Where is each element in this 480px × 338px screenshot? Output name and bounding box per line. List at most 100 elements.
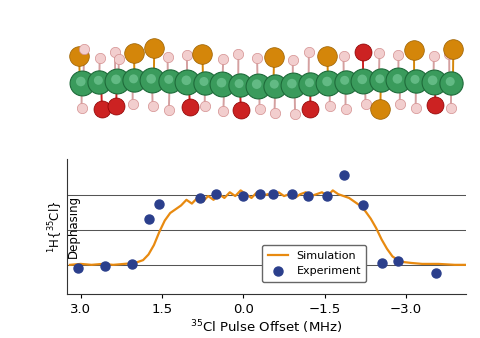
Simulation [238, 188, 243, 192]
Point [342, 79, 349, 84]
Point [449, 46, 457, 51]
Point [431, 103, 439, 108]
Point [359, 77, 366, 82]
Point [131, 78, 138, 83]
Point [201, 104, 209, 109]
Legend: Simulation, Experiment: Simulation, Experiment [262, 245, 366, 282]
Point [147, 76, 155, 81]
Point [376, 76, 384, 81]
Point [96, 79, 103, 84]
Experiment [394, 258, 402, 264]
Point [235, 81, 243, 86]
Point [307, 81, 314, 87]
Point [129, 101, 136, 106]
Point [307, 107, 314, 112]
Point [342, 106, 349, 112]
Experiment [213, 191, 220, 197]
Point [219, 56, 227, 62]
Point [447, 80, 455, 86]
Point [359, 49, 367, 54]
Point [412, 105, 420, 111]
Point [111, 49, 119, 54]
Point [165, 77, 173, 82]
Point [289, 82, 297, 88]
Point [236, 82, 244, 88]
Point [96, 55, 104, 61]
Point [270, 54, 278, 59]
Experiment [324, 193, 331, 199]
Point [326, 104, 334, 109]
Point [200, 79, 208, 84]
Simulation [281, 194, 287, 198]
Point [235, 52, 242, 57]
Experiment [432, 271, 440, 276]
Point [219, 108, 227, 114]
Y-axis label: $^{1}$H{$^{35}$Cl}
Dephasing: $^{1}$H{$^{35}$Cl} Dephasing [46, 195, 80, 258]
Point [95, 78, 102, 83]
Point [375, 50, 383, 56]
Point [80, 46, 88, 51]
Point [166, 78, 173, 83]
Point [186, 104, 193, 110]
Experiment [256, 191, 264, 197]
Point [148, 78, 156, 83]
Point [324, 53, 331, 58]
Point [412, 78, 420, 83]
Point [411, 77, 419, 82]
Point [112, 103, 120, 109]
Point [183, 79, 191, 84]
Point [218, 81, 226, 87]
Point [149, 103, 156, 108]
Simulation [390, 254, 396, 258]
Point [323, 79, 331, 84]
Experiment [196, 195, 204, 201]
Point [395, 52, 402, 58]
Simulation [178, 203, 184, 208]
Experiment [74, 265, 82, 270]
Experiment [269, 191, 277, 197]
Point [306, 80, 313, 86]
Point [113, 78, 120, 83]
Point [395, 78, 402, 83]
Point [447, 105, 455, 111]
Point [446, 79, 454, 84]
Point [360, 78, 367, 83]
Point [183, 52, 191, 57]
Point [256, 106, 264, 112]
Experiment [340, 173, 348, 178]
Point [130, 50, 138, 56]
Point [362, 102, 370, 107]
Simulation [463, 263, 468, 267]
Point [430, 54, 438, 59]
Point [253, 56, 261, 61]
X-axis label: $^{35}$Cl Pulse Offset (MHz): $^{35}$Cl Pulse Offset (MHz) [190, 319, 343, 336]
Point [270, 81, 278, 87]
Experiment [359, 203, 366, 208]
Point [324, 80, 332, 86]
Point [288, 81, 296, 86]
Point [377, 78, 384, 83]
Experiment [240, 193, 247, 199]
Line: Simulation: Simulation [70, 190, 466, 265]
Point [445, 51, 453, 57]
Point [150, 45, 158, 50]
Point [429, 78, 436, 83]
Point [77, 79, 84, 84]
Point [271, 110, 278, 116]
Point [430, 79, 437, 84]
Experiment [129, 261, 136, 267]
Point [78, 105, 85, 111]
Point [271, 83, 279, 88]
Point [112, 77, 120, 82]
Point [98, 106, 106, 112]
Point [394, 76, 401, 81]
Point [217, 80, 225, 86]
Experiment [305, 193, 312, 199]
Point [254, 83, 262, 88]
Point [396, 101, 404, 106]
Point [410, 47, 418, 53]
Point [199, 51, 206, 57]
Point [237, 108, 245, 113]
Simulation [303, 190, 309, 194]
Experiment [288, 191, 296, 197]
